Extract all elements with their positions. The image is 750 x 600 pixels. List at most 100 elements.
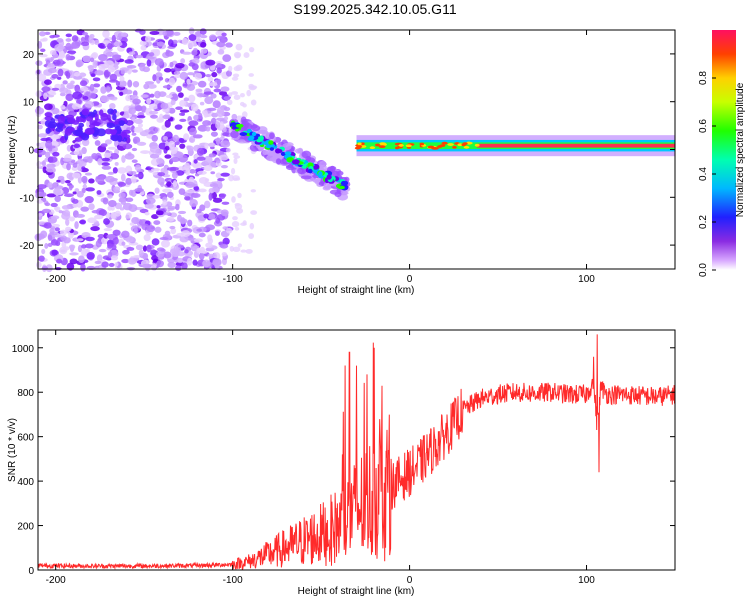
- spectrogram-noise-cell: [166, 216, 175, 222]
- spectrogram-noise-cell: [192, 259, 198, 266]
- spectrogram-noise-cell: [82, 95, 89, 100]
- spectrogram-noise-cell: [103, 218, 110, 225]
- spectrogram-x-label: Height of straight line (km): [298, 285, 415, 296]
- spectrogram-noise-cell: [121, 258, 130, 264]
- spectrogram-noise-cell: [216, 159, 221, 164]
- spectrogram-noise-cell: [65, 42, 72, 51]
- spectrogram-noise-cell: [186, 83, 196, 91]
- spectrogram-noise-cell: [73, 143, 81, 149]
- spectrogram-noise-cell: [42, 37, 48, 42]
- spectrogram-noise-cell: [181, 262, 188, 270]
- spectrogram-noise-cell: [203, 213, 209, 219]
- spectrogram-noise-cell: [171, 171, 178, 179]
- spectrogram-noise-cell: [205, 224, 215, 231]
- spectrogram-noise-cell: [236, 208, 244, 214]
- spectrogram-noise-cell: [156, 247, 165, 252]
- spectrogram-noise-cell: [109, 73, 118, 82]
- spectrogram-noise-cell: [250, 189, 257, 193]
- spectrogram-noise-cell: [219, 194, 226, 200]
- spectrogram-noise-cell: [197, 124, 208, 132]
- spectrogram-noise-cell: [66, 144, 72, 152]
- spectrogram-noise-cell: [77, 158, 84, 166]
- spectrogram-noise-cell: [183, 97, 190, 102]
- spectrogram-noise-cell: [176, 166, 187, 172]
- spectrogram-noise-cell: [231, 76, 239, 81]
- spectrogram-noise-cell: [180, 58, 186, 64]
- spectrogram-noise-cell: [188, 136, 196, 144]
- spectrogram-noise-cell: [234, 203, 241, 207]
- spectrogram-noise-cell: [68, 216, 75, 222]
- spectrogram-noise-cell: [66, 82, 74, 90]
- spectrogram-noise-cell: [167, 39, 174, 47]
- spectrogram-noise-cell: [172, 134, 179, 142]
- snr-x-tick-label: -100: [223, 575, 243, 586]
- spectrogram-noise-cell: [108, 96, 118, 101]
- figure-title: S199.2025.342.10.05.G11: [293, 1, 456, 17]
- spectrogram-noise-cell: [191, 63, 199, 71]
- spectrogram-noise-cell: [144, 129, 151, 133]
- spectrogram-noise-cell: [87, 217, 97, 224]
- spectrogram-noise-cell: [71, 103, 81, 110]
- spectrogram-noise-cell: [128, 204, 138, 212]
- spectrogram-noise-cell: [131, 175, 137, 184]
- spectrogram-noise-cell: [117, 182, 127, 187]
- colorbar-tick-label: 0.2: [698, 215, 709, 229]
- spectrogram-noise-cell: [128, 189, 134, 196]
- spectrogram-noise-cell: [118, 91, 124, 96]
- spectrogram-noise-cell: [234, 226, 240, 231]
- spectrogram-signal-cell: [326, 174, 332, 180]
- spectrogram-noise-cell: [38, 133, 47, 138]
- snr-x-tick-label: -200: [46, 575, 66, 586]
- spectrogram-noise-cell: [94, 39, 100, 45]
- spectrogram-noise-cell: [84, 196, 94, 204]
- carrier-speckle: [419, 142, 425, 146]
- spectrogram-noise-cell: [192, 57, 200, 64]
- spectrogram-noise-cell: [140, 150, 150, 154]
- spectrogram-noise-cell: [64, 128, 72, 136]
- spectrogram-noise-cell: [173, 70, 181, 75]
- spectrogram-noise-cell: [132, 136, 141, 144]
- spectrogram-noise-cell: [50, 91, 57, 96]
- spectrogram-noise-cell: [49, 231, 59, 236]
- spectrogram-noise-cell: [124, 59, 134, 64]
- spectrogram-noise-cell: [90, 73, 96, 78]
- spectrogram-noise-cell: [155, 250, 165, 258]
- spectrogram-noise-cell: [198, 252, 205, 260]
- spectrogram-noise-cell: [125, 197, 134, 202]
- spectrogram-signal-cell: [276, 148, 283, 154]
- spectrogram-signal-cell: [322, 185, 331, 191]
- spectrogram-noise-cell: [73, 150, 80, 156]
- spectrogram-noise-cell: [60, 105, 66, 110]
- spectrogram-noise-cell: [225, 70, 232, 77]
- spectrogram-noise-cell: [126, 246, 135, 251]
- spectrogram-noise-cell: [95, 239, 102, 248]
- spectrogram-noise-cell: [210, 171, 216, 175]
- spectrogram-noise-cell: [101, 237, 109, 245]
- spectrogram-noise-cell: [107, 108, 115, 115]
- spectrogram-noise-cell: [57, 68, 64, 77]
- spectrogram-signal-cell: [251, 124, 261, 132]
- spectrogram-noise-cell: [231, 175, 240, 181]
- spectrogram-noise-cell: [177, 92, 184, 98]
- spectrogram-noise-cell: [134, 187, 144, 193]
- spectrogram-noise-cell: [187, 72, 195, 76]
- spectrogram-noise-cell: [199, 34, 208, 39]
- carrier-speckle: [357, 142, 362, 146]
- spectrogram-noise-cell: [78, 122, 85, 128]
- spectrogram-x-tick-label: 100: [578, 274, 595, 285]
- carrier-speckle: [369, 146, 376, 150]
- spectrogram-noise-cell: [242, 103, 247, 108]
- spectrogram-noise-cell: [170, 156, 180, 163]
- spectrogram-noise-cell: [220, 209, 229, 217]
- colorbar-tick-label: 0.8: [698, 71, 709, 85]
- spectrogram-noise-cell: [107, 42, 113, 50]
- spectrogram-noise-cell: [96, 128, 107, 137]
- spectrogram-noise-cell: [56, 258, 63, 264]
- spectrogram-noise-cell: [243, 52, 250, 59]
- snr-y-label: SNR (10 * v/v): [7, 418, 18, 482]
- spectrogram-noise-cell: [163, 251, 172, 259]
- spectrogram-noise-cell: [75, 61, 83, 68]
- spectrogram-noise-cell: [169, 225, 176, 230]
- spectrogram-noise-cell: [248, 46, 255, 53]
- spectrogram-noise-cell: [146, 59, 152, 67]
